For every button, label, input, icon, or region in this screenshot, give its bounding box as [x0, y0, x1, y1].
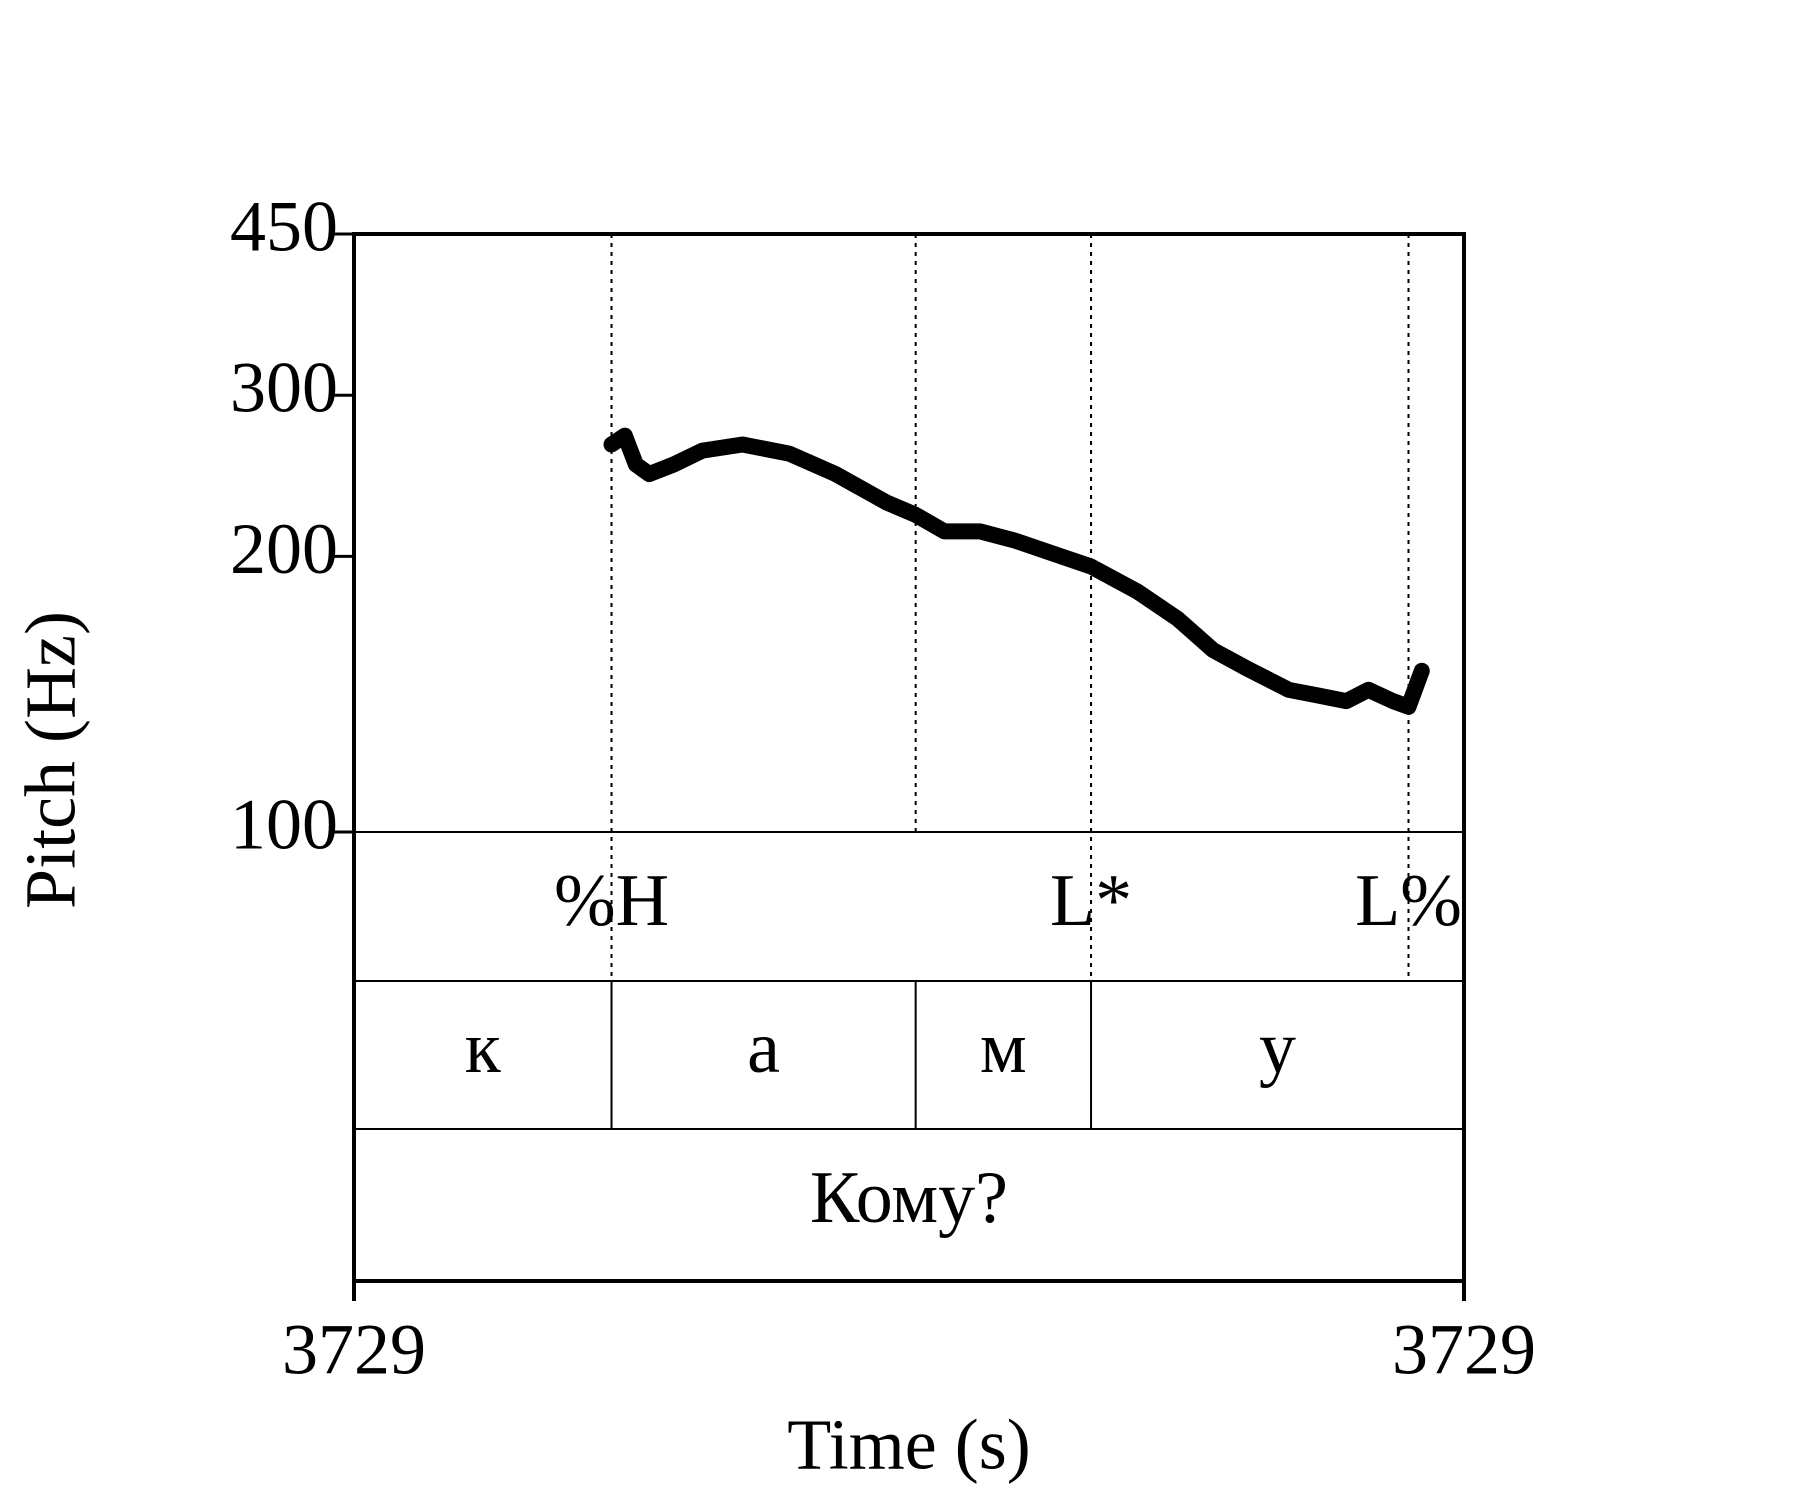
tone-label: %H [554, 860, 669, 942]
y-tick-label: 100 [230, 785, 338, 865]
pitch-contour [603, 427, 1430, 715]
y-axis-title: Pitch (Hz) [11, 611, 91, 909]
y-tick-label: 300 [230, 348, 338, 428]
tone-label: L% [1355, 860, 1462, 942]
x-tick-label: 3729 [282, 1310, 426, 1390]
segment-label: к [465, 1007, 502, 1089]
tone-label: L* [1050, 860, 1132, 942]
plot-frame [352, 232, 1466, 1283]
x-axis-title: Time (s) [787, 1405, 1030, 1485]
segment-label: у [1259, 1007, 1296, 1089]
word-label: Кому? [810, 1157, 1008, 1239]
y-tick-label: 450 [230, 187, 338, 267]
segment-label: а [747, 1007, 780, 1089]
y-tick-label: 200 [230, 509, 338, 589]
segment-label: м [980, 1007, 1027, 1089]
x-tick-label: 3729 [1392, 1310, 1536, 1390]
